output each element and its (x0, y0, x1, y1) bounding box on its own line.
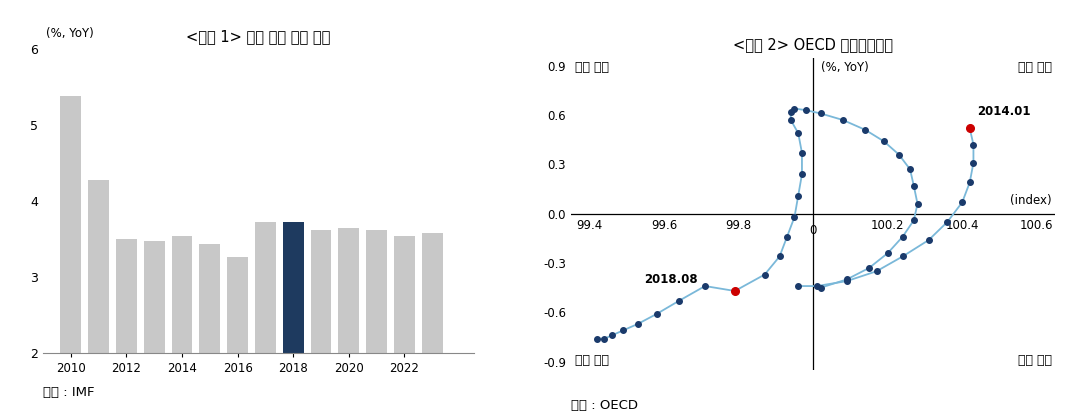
Bar (199, 244, 221, 353)
Text: 2014.01: 2014.01 (977, 105, 1031, 118)
Bar (88, 180, 109, 353)
Text: 경기 회복: 경기 회복 (574, 61, 609, 74)
Bar (394, 236, 415, 353)
Bar (116, 239, 137, 353)
Text: 자료 : OECD: 자료 : OECD (571, 399, 638, 411)
Text: 자료 : IMF: 자료 : IMF (43, 386, 95, 399)
Bar (338, 228, 360, 353)
Bar (422, 233, 443, 353)
Bar (227, 257, 248, 353)
Bar (283, 222, 304, 353)
Bar (144, 241, 165, 353)
Text: 경기 하강: 경기 하강 (1018, 353, 1052, 367)
Text: 2018.08: 2018.08 (644, 273, 698, 286)
Text: 경기 확장: 경기 확장 (1018, 61, 1052, 74)
Bar (366, 229, 387, 353)
Text: (%, YoY): (%, YoY) (821, 61, 868, 74)
Text: (%, YoY): (%, YoY) (46, 27, 94, 40)
Title: <그림 2> OECD 경기선행지수: <그림 2> OECD 경기선행지수 (733, 37, 893, 52)
Bar (310, 229, 332, 353)
Text: (index): (index) (1010, 194, 1052, 207)
Bar (60, 97, 81, 353)
Text: 경기 둔화: 경기 둔화 (574, 353, 609, 367)
Text: 0: 0 (810, 224, 816, 237)
Title: <그림 1> 세계 경제 성장 전망: <그림 1> 세계 경제 성장 전망 (186, 29, 331, 44)
Bar (171, 236, 193, 353)
Bar (255, 222, 276, 353)
